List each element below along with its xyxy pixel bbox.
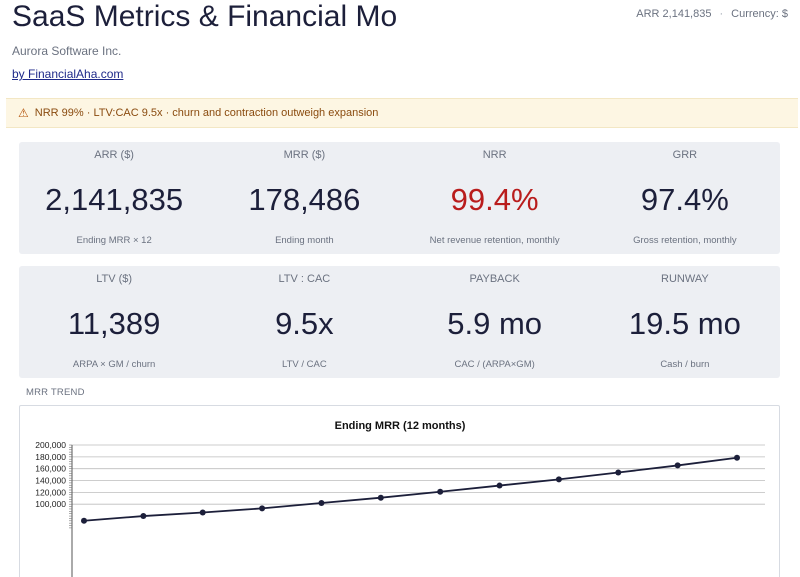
kpi-note: Ending MRR × 12 bbox=[76, 235, 152, 246]
y-tick-label: 120,000 bbox=[35, 487, 66, 497]
mrr-data-point bbox=[199, 509, 206, 516]
kpi-note: ARPA × GM / churn bbox=[72, 359, 156, 370]
warning-text: NRR 99% · LTV:CAC 9.5x · churn and contr… bbox=[34, 107, 379, 119]
kpi-payback: PAYBACK 5.9 mo CAC / (ARPA×GM) bbox=[400, 266, 590, 378]
mrr-trend-chart: Ending MRR (12 months) 100,000 120,000 140… bbox=[19, 405, 780, 577]
kpi-arr: ARR ($) 2,141,835 Ending MRR × 12 bbox=[19, 142, 209, 254]
kpi-note: Net revenue retention, monthly bbox=[429, 235, 560, 246]
mrr-chart-svg: Ending MRR (12 months) 100,000 120,000140… bbox=[35, 420, 765, 577]
kpi-value: 11,389 bbox=[67, 306, 161, 341]
kpi-runway: RUNWAY 19.5 mo Cash / burn bbox=[590, 266, 780, 378]
warning-banner: ⚠ NRR 99% · LTV:CAC 9.5x · churn and con… bbox=[6, 98, 798, 128]
chart-series bbox=[81, 454, 740, 524]
kpi-ltv: LTV ($) 11,389 ARPA × GM / churn bbox=[19, 266, 209, 378]
kpi-note: Cash / burn bbox=[660, 359, 710, 370]
y-tick-label: 200,000 bbox=[35, 440, 66, 450]
mrr-data-point bbox=[377, 494, 384, 501]
kpi-label: NRR bbox=[482, 149, 507, 161]
header-summary: ARR 2,141,835 · Currency: $ bbox=[636, 8, 788, 20]
kpi-value: 9.5x bbox=[275, 306, 334, 341]
kpi-label: RUNWAY bbox=[661, 273, 709, 285]
kpi-note: LTV / CAC bbox=[282, 359, 327, 370]
mrr-data-point bbox=[496, 482, 503, 489]
currency-label: Currency: $ bbox=[731, 8, 788, 20]
y-tick-label: 100,000 bbox=[35, 499, 66, 509]
kpi-nrr: NRR 99.4% Net revenue retention, monthly bbox=[400, 142, 590, 254]
arr-summary: ARR 2,141,835 bbox=[636, 8, 712, 20]
kpi-note: CAC / (ARPA×GM) bbox=[454, 359, 535, 370]
mrr-data-point bbox=[437, 488, 444, 495]
y-tick-label: 180,000 bbox=[35, 452, 66, 462]
page-header: SaaS Metrics & Financial Mo Aurora Softw… bbox=[0, 0, 800, 95]
company-name: Aurora Software Inc. bbox=[12, 44, 122, 58]
kpi-note: Gross retention, monthly bbox=[633, 235, 737, 246]
chart-title: Ending MRR (12 months) bbox=[335, 420, 466, 432]
kpi-value: 99.4% bbox=[450, 182, 539, 217]
kpi-grr: GRR 97.4% Gross retention, monthly bbox=[590, 142, 780, 254]
mrr-data-point bbox=[259, 505, 266, 512]
mrr-data-point bbox=[615, 469, 622, 476]
kpi-ltv-cac: LTV : CAC 9.5x LTV / CAC bbox=[209, 266, 399, 378]
mrr-data-point bbox=[555, 476, 562, 483]
kpi-mrr: MRR ($) 178,486 Ending month bbox=[209, 142, 399, 254]
y-tick-label: 160,000 bbox=[35, 464, 66, 474]
kpi-value: 5.9 mo bbox=[447, 306, 543, 341]
mrr-data-point bbox=[140, 513, 147, 520]
page-title: SaaS Metrics & Financial Mo bbox=[12, 0, 398, 33]
y-tick-label: 140,000 bbox=[35, 476, 66, 486]
kpi-note: Ending month bbox=[275, 235, 334, 246]
mrr-trend-heading: MRR TREND bbox=[26, 387, 85, 398]
chart-gridlines bbox=[72, 444, 765, 505]
mrr-data-point bbox=[674, 462, 681, 469]
kpi-label: PAYBACK bbox=[469, 273, 520, 285]
kpi-value: 19.5 mo bbox=[628, 306, 741, 341]
kpi-label: LTV ($) bbox=[96, 273, 133, 285]
kpi-row-unit-economics: LTV ($) 11,389 ARPA × GM / churn LTV : C… bbox=[19, 266, 780, 378]
mrr-series-line bbox=[83, 456, 738, 522]
author-link[interactable]: by FinancialAha.com bbox=[12, 67, 124, 81]
kpi-row-primary: ARR ($) 2,141,835 Ending MRR × 12 MRR ($… bbox=[19, 142, 780, 254]
kpi-value: 97.4% bbox=[640, 182, 729, 217]
kpi-label: LTV : CAC bbox=[278, 273, 331, 285]
warning-icon: ⚠ bbox=[18, 106, 29, 120]
kpi-label: GRR bbox=[672, 149, 698, 161]
kpi-label: MRR ($) bbox=[283, 149, 326, 161]
kpi-label: ARR ($) bbox=[94, 149, 134, 161]
summary-separator: · bbox=[719, 8, 724, 20]
mrr-data-point bbox=[734, 454, 740, 461]
mrr-data-point bbox=[81, 517, 87, 524]
mrr-data-point bbox=[318, 500, 325, 507]
kpi-value: 2,141,835 bbox=[45, 182, 184, 217]
kpi-value: 178,486 bbox=[248, 182, 361, 217]
